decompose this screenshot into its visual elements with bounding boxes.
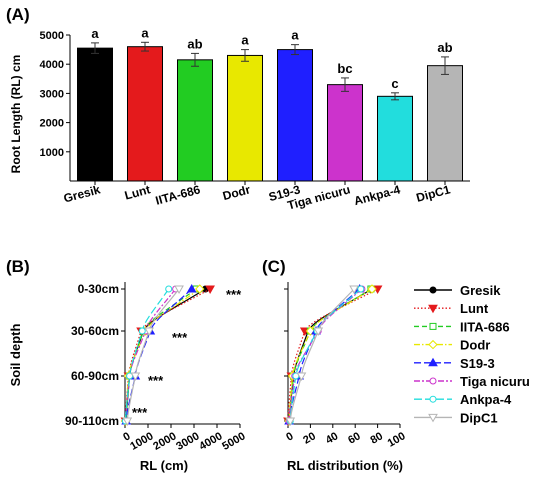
rl-point — [165, 285, 173, 293]
rl-series-line — [125, 288, 206, 422]
bar — [227, 54, 263, 182]
rl-y-tick-label: 30-60cm — [71, 324, 119, 338]
pct-x-tick-label: 20 — [301, 430, 318, 447]
rl-y-tick-label: 60-90cm — [71, 369, 119, 383]
significance-annotation: *** — [132, 405, 148, 420]
legend-label: DipC1 — [460, 410, 498, 425]
pct-point — [296, 372, 307, 382]
significance-annotation: *** — [172, 330, 188, 345]
category-label: Lunt — [123, 182, 152, 202]
rl-point — [186, 283, 197, 293]
pct-x-tick-label: 80 — [368, 430, 385, 447]
legend-label: IITA-686 — [460, 319, 510, 334]
legend-label: Ankpa-4 — [460, 392, 512, 407]
significance-label: ab — [187, 36, 202, 51]
pct-series-line — [288, 288, 373, 422]
legend-label: Tiga nicuru — [460, 374, 530, 389]
legend-label: S19-3 — [460, 356, 495, 371]
bar-y-tick-label: 1000 — [40, 147, 64, 159]
significance-label: a — [141, 25, 149, 40]
category-label: Ankpa-4 — [352, 182, 402, 208]
rldist-xlabel: RL distribution (%) — [287, 458, 403, 473]
rl-series-line — [125, 288, 197, 422]
bar — [77, 47, 113, 182]
rl-series-line — [124, 288, 170, 422]
pct-series-line — [289, 288, 355, 422]
significance-label: ab — [437, 40, 452, 55]
bar-y-tick-label: 5000 — [40, 30, 64, 42]
significance-annotation: *** — [148, 373, 164, 388]
significance-annotation: *** — [226, 287, 242, 302]
significance-label: c — [391, 76, 398, 91]
significance-label: a — [241, 33, 249, 48]
rl-xlabel: RL (cm) — [140, 458, 188, 473]
pct-point — [349, 285, 359, 295]
depth-ylabel: Soil depth — [8, 324, 23, 387]
legend-marker — [428, 357, 438, 367]
legend-marker — [428, 339, 438, 350]
legend-marker — [429, 377, 437, 385]
rl-series-line — [125, 288, 193, 422]
rl-point — [174, 285, 184, 295]
category-label: IITA-686 — [154, 182, 202, 207]
category-label: DipC1 — [415, 182, 452, 205]
bar-y-tick-label: 2000 — [40, 118, 64, 130]
rl-point — [130, 372, 141, 382]
rl-series-line — [124, 288, 177, 422]
bar — [277, 49, 313, 182]
rl-series-line — [126, 288, 180, 422]
pct-series-line — [287, 288, 378, 422]
rl-point — [205, 285, 215, 295]
bar — [377, 95, 413, 182]
rl-y-tick-label: 0-30cm — [78, 282, 119, 296]
bar — [427, 65, 463, 182]
pct-point — [285, 417, 296, 427]
bar — [177, 59, 213, 182]
pct-x-tick-label: 0 — [284, 430, 295, 443]
pct-x-tick-label: 40 — [324, 430, 341, 447]
pct-series-line — [289, 288, 362, 422]
pct-series-line — [288, 288, 372, 422]
legend: Gresik Lunt IITA-686 Dodr S19-3 Tiga nicuru An… — [414, 283, 530, 425]
rl-point — [122, 417, 133, 427]
panel-c-label: (C) — [262, 257, 286, 276]
pct-point — [313, 327, 324, 337]
bar-ylabel: Root Length (RL) cm — [9, 55, 23, 174]
category-label: Dodr — [221, 182, 252, 203]
legend-marker — [429, 395, 437, 403]
legend-marker — [428, 304, 438, 314]
rl-point — [138, 327, 146, 335]
legend-marker — [429, 286, 437, 294]
rl-point — [195, 284, 205, 294]
legend-label: Gresik — [460, 283, 501, 298]
rl-x-tick-label: 5000 — [220, 430, 247, 453]
bar — [127, 46, 163, 182]
depth-rl-chart: 0100020003000400050000-30cm30-60cm60-90c… — [65, 282, 248, 453]
legend-label: Dodr — [460, 338, 490, 353]
pct-point — [367, 284, 377, 294]
rl-x-tick-label: 0 — [121, 430, 132, 443]
bar-y-tick-label: 4000 — [40, 59, 64, 71]
rl-y-tick-label: 90-110cm — [65, 414, 119, 428]
legend-label: Lunt — [460, 301, 489, 316]
rl-point — [144, 327, 155, 337]
panel-a-label: (A) — [6, 5, 30, 24]
significance-label: bc — [337, 61, 352, 76]
pct-x-tick-label: 100 — [386, 430, 408, 450]
category-label: Gresik — [62, 182, 102, 205]
panel-b-label: (B) — [6, 257, 30, 276]
bar — [327, 84, 363, 182]
legend-marker — [429, 322, 437, 330]
pct-series-line — [288, 288, 373, 422]
rl-series-line — [124, 288, 211, 422]
significance-label: a — [291, 28, 299, 43]
legend-marker — [428, 413, 438, 423]
pct-point — [357, 285, 365, 293]
bar-y-tick-label: 3000 — [40, 88, 64, 100]
depth-pct-chart: 0 20 40 60 80 100 — [283, 282, 408, 450]
significance-label: a — [91, 26, 99, 41]
bar-chart: 1000 2000 3000 4000 5000 a Gresik a Lunt ab IITA-6… — [40, 25, 470, 213]
pct-x-tick-label: 60 — [346, 430, 363, 447]
